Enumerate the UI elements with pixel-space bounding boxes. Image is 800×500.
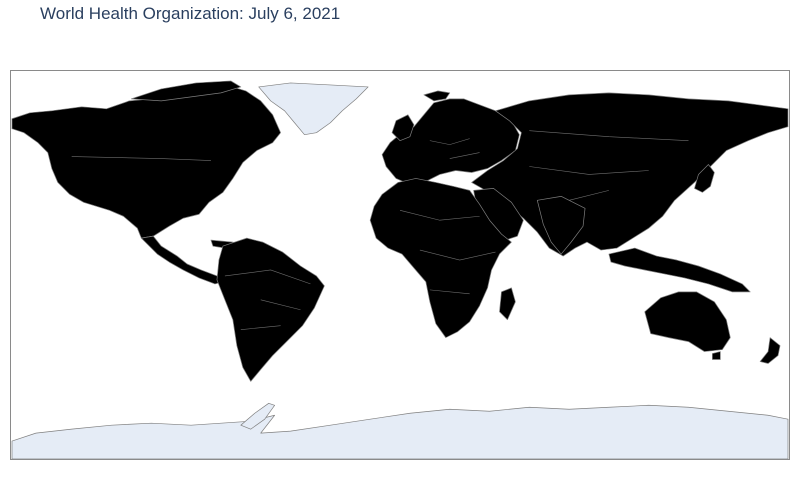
region-madagascar[interactable] bbox=[499, 287, 516, 321]
region-australia[interactable] bbox=[644, 291, 731, 352]
region-central-america[interactable] bbox=[140, 235, 224, 285]
region-antarctic-peninsula[interactable] bbox=[240, 402, 275, 430]
region-greenland[interactable] bbox=[258, 82, 369, 136]
region-arctic-archipelago[interactable] bbox=[131, 80, 242, 102]
world-map-svg bbox=[11, 80, 789, 459]
region-british-isles[interactable] bbox=[391, 114, 415, 141]
region-new-zealand[interactable] bbox=[759, 337, 781, 364]
region-south-america[interactable] bbox=[216, 237, 325, 382]
region-japan[interactable] bbox=[694, 164, 715, 193]
country-borders bbox=[71, 130, 689, 330]
region-antarctica[interactable] bbox=[11, 404, 789, 459]
world-map[interactable] bbox=[10, 70, 790, 460]
region-africa[interactable] bbox=[369, 178, 512, 338]
region-iceland[interactable] bbox=[423, 90, 451, 102]
region-north-america[interactable] bbox=[11, 84, 281, 239]
page-title: World Health Organization: July 6, 2021 bbox=[40, 4, 341, 23]
region-southeast-asia-islands[interactable] bbox=[608, 247, 751, 293]
region-tasmania[interactable] bbox=[712, 351, 721, 360]
